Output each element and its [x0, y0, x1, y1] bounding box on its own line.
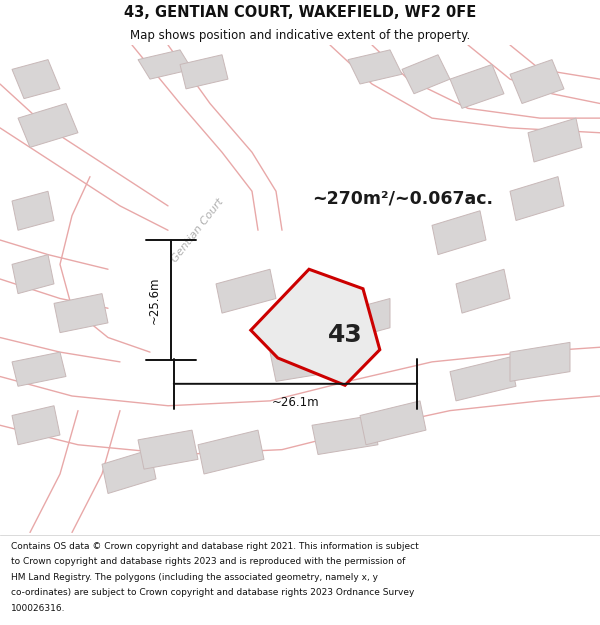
Polygon shape	[510, 177, 564, 221]
Polygon shape	[216, 269, 276, 313]
Text: 100026316.: 100026316.	[11, 604, 65, 613]
Polygon shape	[432, 211, 486, 254]
Polygon shape	[18, 104, 78, 148]
Polygon shape	[198, 430, 264, 474]
Polygon shape	[102, 449, 156, 494]
Text: ~26.1m: ~26.1m	[272, 396, 319, 409]
Polygon shape	[138, 50, 192, 79]
Polygon shape	[450, 64, 504, 108]
Polygon shape	[456, 269, 510, 313]
Polygon shape	[180, 55, 228, 89]
Text: Contains OS data © Crown copyright and database right 2021. This information is : Contains OS data © Crown copyright and d…	[11, 542, 419, 551]
Text: to Crown copyright and database rights 2023 and is reproduced with the permissio: to Crown copyright and database rights 2…	[11, 558, 405, 566]
Text: HM Land Registry. The polygons (including the associated geometry, namely x, y: HM Land Registry. The polygons (includin…	[11, 573, 378, 582]
Polygon shape	[402, 55, 450, 94]
Polygon shape	[336, 299, 390, 343]
Polygon shape	[12, 254, 54, 294]
Polygon shape	[12, 406, 60, 445]
Text: co-ordinates) are subject to Crown copyright and database rights 2023 Ordnance S: co-ordinates) are subject to Crown copyr…	[11, 588, 414, 598]
Polygon shape	[312, 416, 378, 454]
Polygon shape	[348, 50, 402, 84]
Text: Map shows position and indicative extent of the property.: Map shows position and indicative extent…	[130, 29, 470, 42]
Polygon shape	[510, 342, 570, 381]
Polygon shape	[12, 191, 54, 230]
Polygon shape	[251, 269, 380, 385]
Polygon shape	[12, 352, 66, 386]
Text: Gentian Court: Gentian Court	[170, 196, 226, 264]
Text: ~25.6m: ~25.6m	[148, 276, 161, 324]
Polygon shape	[510, 59, 564, 104]
Text: ~270m²/~0.067ac.: ~270m²/~0.067ac.	[312, 189, 493, 208]
Polygon shape	[450, 357, 516, 401]
Polygon shape	[528, 118, 582, 162]
Polygon shape	[12, 59, 60, 99]
Text: 43, GENTIAN COURT, WAKEFIELD, WF2 0FE: 43, GENTIAN COURT, WAKEFIELD, WF2 0FE	[124, 5, 476, 20]
Polygon shape	[138, 430, 198, 469]
Polygon shape	[270, 342, 336, 381]
Polygon shape	[54, 294, 108, 333]
Polygon shape	[360, 401, 426, 445]
Text: 43: 43	[328, 323, 362, 347]
